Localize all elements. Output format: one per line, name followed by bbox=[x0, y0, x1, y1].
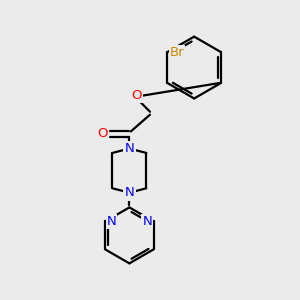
Text: O: O bbox=[98, 127, 108, 140]
Text: N: N bbox=[142, 215, 152, 228]
Text: N: N bbox=[124, 142, 134, 155]
Text: N: N bbox=[106, 215, 116, 228]
Text: O: O bbox=[131, 89, 142, 102]
Text: N: N bbox=[124, 186, 134, 199]
Text: Br: Br bbox=[170, 46, 184, 59]
